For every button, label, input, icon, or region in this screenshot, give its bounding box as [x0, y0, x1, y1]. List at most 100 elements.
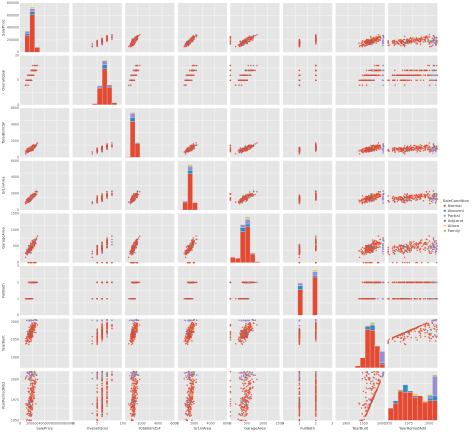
point-Normal — [101, 40, 103, 43]
point-Normal — [29, 74, 32, 77]
point-Normal — [364, 150, 366, 152]
point-Normal — [256, 33, 258, 36]
point-Partial — [434, 74, 436, 77]
point-Normal — [364, 45, 366, 48]
point-Normal — [403, 79, 405, 81]
point-Normal — [365, 40, 368, 42]
point-Normal — [250, 64, 252, 67]
hist-bar-Abnorml — [24, 33, 30, 36]
point-Partial — [434, 147, 436, 149]
point-Normal — [407, 39, 409, 41]
point-Partial — [432, 41, 435, 44]
point-Partial — [430, 42, 433, 44]
point-Abnorml — [382, 64, 384, 67]
point-Normal — [401, 150, 403, 153]
point-Normal — [404, 41, 406, 44]
panel-OverallQual-vs-GarageArea — [229, 55, 280, 105]
point-Normal — [256, 142, 258, 144]
point-Normal — [370, 37, 372, 39]
point-Abnorml — [196, 144, 198, 146]
point-Normal — [419, 43, 422, 45]
point-Abnorml — [382, 145, 385, 148]
point-Normal — [367, 147, 369, 150]
point-Normal — [247, 64, 250, 67]
point-Normal — [246, 42, 249, 45]
point-Normal — [133, 74, 136, 77]
point-Normal — [407, 40, 409, 43]
point-Normal — [375, 42, 377, 44]
point-Normal — [394, 39, 396, 42]
panel-OverallQual-vs-TotalBsmtSF — [125, 55, 175, 105]
point-Normal — [424, 36, 427, 38]
y-tick-label: 800000 — [7, 1, 19, 5]
point-Normal — [369, 39, 372, 42]
point-Normal — [374, 39, 376, 41]
panel-GrLivArea-vs-SalePrice — [20, 160, 70, 210]
point-Normal — [31, 64, 34, 67]
point-Normal — [417, 145, 420, 147]
point-Normal — [416, 43, 419, 45]
point-Normal — [387, 44, 389, 47]
point-Normal — [400, 147, 403, 149]
point-Normal — [424, 145, 427, 148]
point-Normal — [189, 74, 191, 77]
point-Normal — [365, 79, 367, 81]
point-Normal — [361, 42, 363, 44]
point-Normal — [412, 146, 415, 149]
point-Normal — [229, 36, 232, 38]
point-Normal — [424, 148, 426, 151]
point-Normal — [419, 37, 422, 40]
y-axis-label: OverallQual — [2, 70, 6, 91]
point-Normal — [410, 79, 413, 81]
panel-OverallQual-vs-SalePrice — [20, 55, 70, 105]
point-Normal — [189, 39, 191, 41]
point-Normal — [366, 149, 369, 152]
hist-bar-Normal — [106, 87, 113, 105]
point-Normal — [238, 151, 241, 154]
point-Normal — [373, 74, 376, 77]
point-Normal — [427, 148, 429, 150]
point-Normal — [387, 149, 389, 151]
point-Partial — [240, 152, 243, 154]
point-Normal — [229, 146, 232, 149]
point-Abnorml — [239, 147, 242, 149]
point-Normal — [29, 148, 32, 151]
point-Normal — [101, 145, 103, 147]
point-Normal — [195, 36, 197, 38]
hist-bar-Abnorml — [134, 142, 141, 144]
point-Normal — [428, 142, 431, 144]
point-Normal — [412, 74, 415, 77]
point-Normal — [379, 148, 381, 151]
point-Normal — [409, 144, 412, 147]
point-Normal — [428, 148, 431, 151]
point-Alloca — [412, 69, 415, 72]
y-tick-label: 5 — [17, 78, 19, 82]
point-Partial — [26, 152, 28, 154]
point-Abnorml — [35, 144, 38, 146]
point-Normal — [138, 64, 141, 67]
point-Normal — [407, 146, 409, 149]
point-Normal — [34, 145, 36, 147]
point-Normal — [191, 79, 193, 81]
point-Normal — [298, 79, 301, 81]
hist-bar-Normal — [24, 35, 30, 53]
point-Normal — [361, 40, 364, 42]
point-Normal — [184, 84, 187, 86]
point-Normal — [195, 64, 197, 67]
point-Normal — [436, 40, 438, 42]
point-Normal — [298, 40, 301, 43]
point-Normal — [396, 148, 399, 151]
point-Normal — [408, 40, 411, 43]
point-Normal — [402, 147, 405, 149]
point-Normal — [370, 144, 372, 147]
point-Normal — [362, 149, 365, 151]
point-Normal — [419, 145, 422, 148]
point-Normal — [315, 144, 317, 146]
point-Normal — [429, 84, 431, 86]
point-Normal — [368, 151, 370, 153]
point-Partial — [130, 84, 132, 86]
point-Normal — [184, 45, 187, 48]
point-Normal — [428, 42, 431, 44]
point-Normal — [375, 149, 378, 152]
